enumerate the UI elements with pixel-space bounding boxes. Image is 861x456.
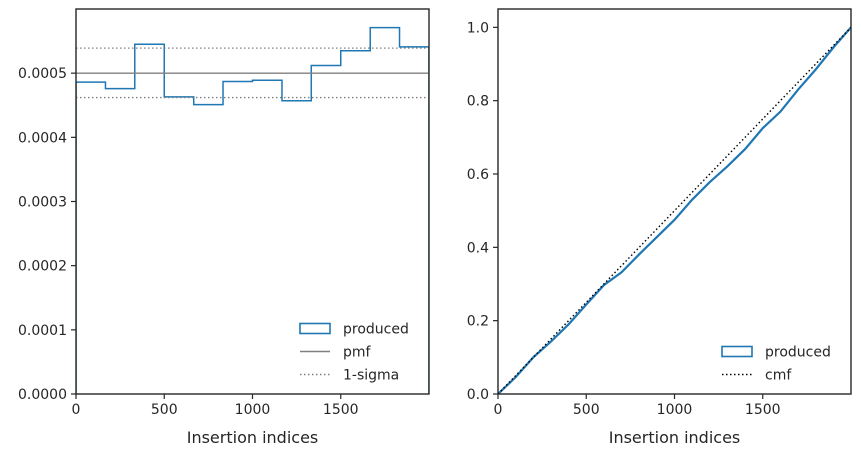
panel-1-series-cmf	[498, 26, 851, 394]
panel-0-legend: produced pmf 1-sigma	[299, 322, 409, 384]
panel-0-y-tick-label: 0.0001	[18, 323, 67, 339]
panel-1-y-tick-label: 0.4	[467, 240, 489, 256]
panel-1-y-tick-label: 0.8	[467, 94, 489, 110]
panel-0-legend-label: pmf	[343, 345, 372, 361]
panel-1-axes-frame	[497, 8, 852, 395]
panel-0-x-tick-label: 1000	[235, 402, 271, 418]
panel-1-legend-swatch	[721, 345, 753, 358]
panel-0-x-tick-label: 1500	[323, 402, 359, 418]
panel-1-legend-label: produced	[765, 345, 831, 361]
panel-0-x-tick-label: 0	[72, 402, 81, 418]
panel-0-plot-area	[76, 26, 429, 394]
panel-0-x-tick-label: 500	[151, 402, 178, 418]
panel-0-series-produced	[76, 26, 429, 394]
panel-1-x-tick-label: 500	[573, 402, 600, 418]
panel-1-y-tick-label: 0.2	[467, 314, 489, 330]
panel-1-series-produced	[498, 26, 851, 394]
panel-1-x-tick-label: 0	[494, 402, 503, 418]
panel-0-y-tick-label: 0.0004	[18, 130, 67, 146]
panel-1-legend-label: cmf	[765, 368, 792, 384]
panel-0-legend-label: 1-sigma	[343, 368, 399, 384]
panel-0-x-axis-label: Insertion indices	[187, 428, 319, 447]
panel-1-x-tick-label: 1500	[745, 402, 781, 418]
panel-1-plot-area	[498, 26, 851, 394]
panel-0-y-tick-label: 0.0005	[18, 66, 67, 82]
panel-1-y-tick-label: 0.6	[467, 167, 489, 183]
panel-0-y-tick-label: 0.0000	[18, 387, 67, 403]
left-panel: 0 500 1000 1500 0.0000 0.0001 0.0002 0.0003 0.00…	[18, 8, 430, 447]
panel-0-y-tick-label: 0.0002	[18, 259, 67, 275]
panel-1-x-tick-label: 1000	[657, 402, 693, 418]
panel-1-y-tick-label: 1.0	[467, 20, 489, 36]
right-panel: 0 500 1000 1500 0.0 0.2 0.4 0.6 0.8 1.0 Insertion …	[467, 8, 852, 447]
panel-0-legend-label: produced	[343, 322, 409, 338]
panel-1-x-axis-label: Insertion indices	[609, 428, 741, 447]
panel-0-y-tick-label: 0.0003	[18, 195, 67, 211]
panel-0-legend-swatch	[299, 322, 331, 335]
panel-1-legend: produced cmf	[721, 345, 831, 384]
panel-1-y-tick-label: 0.0	[467, 387, 489, 403]
